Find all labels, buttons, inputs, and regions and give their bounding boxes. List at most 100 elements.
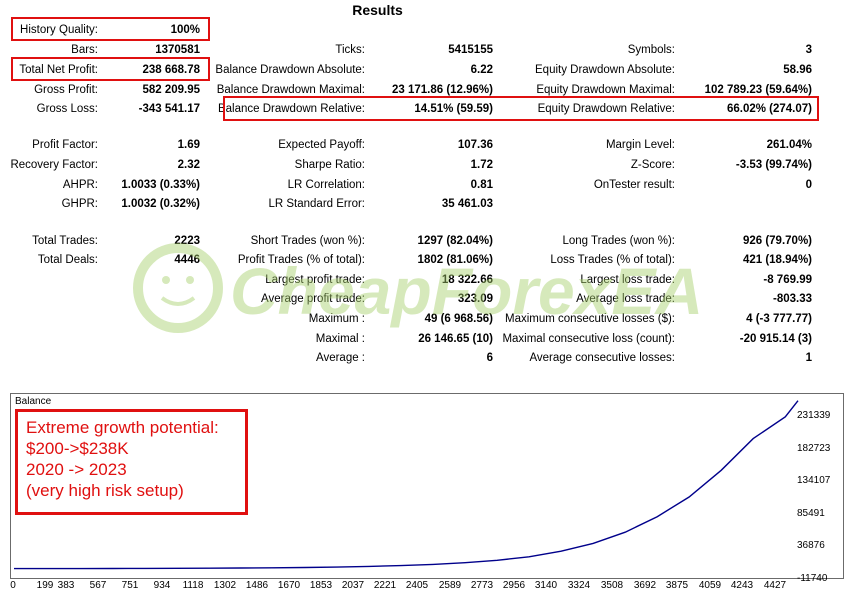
loss-trades-value: 421 (18.94%) bbox=[742, 254, 812, 266]
x-tick-label: 3875 bbox=[665, 580, 689, 591]
x-tick-label: 1853 bbox=[309, 580, 333, 591]
balance-drawdown-absolute-value: 6.22 bbox=[470, 64, 493, 76]
z-score-label: Z-Score: bbox=[630, 159, 675, 171]
balance-drawdown-maximal-value: 23 171.86 (12.96%) bbox=[391, 84, 493, 96]
equity-drawdown-absolute-value: 58.96 bbox=[783, 64, 812, 76]
growth-callout: Extreme growth potential: $200->$238K 20… bbox=[15, 409, 248, 515]
lr-standard-error-label: LR Standard Error: bbox=[268, 198, 365, 210]
profit-factor-value: 1.69 bbox=[177, 139, 200, 151]
sharpe-ratio-label: Sharpe Ratio: bbox=[294, 159, 365, 171]
total-trades-label: Total Trades: bbox=[32, 235, 98, 247]
average-loss-trade-value: -803.33 bbox=[772, 293, 812, 305]
y-tick-label: 182723 bbox=[797, 443, 831, 454]
profit-trades-label: Profit Trades (% of total): bbox=[237, 254, 365, 266]
history-quality-value: 100% bbox=[170, 24, 200, 36]
balance-drawdown-relative-value: 14.51% (59.59) bbox=[414, 103, 493, 115]
x-tick-label: 4059 bbox=[698, 580, 722, 591]
x-tick-label: 4427 bbox=[763, 580, 787, 591]
maximal-consecutive-loss-value: -20 915.14 (3) bbox=[739, 333, 812, 345]
largest-profit-trade-value: 18 322.66 bbox=[441, 274, 493, 286]
x-tick-label: 2221 bbox=[373, 580, 397, 591]
balance-drawdown-maximal-label: Balance Drawdown Maximal: bbox=[216, 84, 365, 96]
y-tick-label: 134107 bbox=[797, 475, 831, 486]
total-deals-value: 4446 bbox=[174, 254, 200, 266]
margin-level-value: 261.04% bbox=[766, 139, 812, 151]
x-tick-label: 383 bbox=[57, 580, 75, 591]
symbols-value: 3 bbox=[805, 44, 812, 56]
gross-loss-value: -343 541.17 bbox=[138, 103, 200, 115]
x-tick-label: 1670 bbox=[277, 580, 301, 591]
short-trades-value: 1297 (82.04%) bbox=[417, 235, 493, 247]
x-tick-label: 1302 bbox=[213, 580, 237, 591]
z-score-value: -3.53 (99.74%) bbox=[735, 159, 812, 171]
x-tick-label: 934 bbox=[153, 580, 171, 591]
ontester-result-label: OnTester result: bbox=[593, 179, 675, 191]
highlight-drawdown-relative bbox=[223, 96, 819, 121]
y-tick-label: 36876 bbox=[797, 540, 825, 551]
history-quality-label: History Quality: bbox=[20, 24, 98, 36]
lr-correlation-value: 0.81 bbox=[470, 179, 493, 191]
x-tick-label: 3140 bbox=[534, 580, 558, 591]
callout-line: Extreme growth potential: bbox=[26, 418, 219, 437]
callout-line: $200->$238K bbox=[26, 439, 129, 458]
x-tick-label: 3324 bbox=[567, 580, 591, 591]
ghpr-value: 1.0032 (0.32%) bbox=[121, 198, 200, 210]
equity-drawdown-relative-value: 66.02% (274.07) bbox=[726, 103, 812, 115]
total-net-profit-label: Total Net Profit: bbox=[19, 64, 98, 76]
average-consecutive-losses-value: 1 bbox=[805, 352, 812, 364]
x-tick-label: 3508 bbox=[600, 580, 624, 591]
ticks-value: 5415155 bbox=[448, 44, 493, 56]
x-tick-label: 0 bbox=[10, 580, 16, 591]
x-tick-label: 4243 bbox=[730, 580, 754, 591]
lr-standard-error-value: 35 461.03 bbox=[441, 198, 493, 210]
highlight-history-quality bbox=[11, 17, 210, 41]
x-tick-label: 2037 bbox=[341, 580, 365, 591]
gross-profit-label: Gross Profit: bbox=[34, 84, 98, 96]
expected-payoff-value: 107.36 bbox=[457, 139, 493, 151]
max-consecutive-losses-label: Maximum consecutive losses ($): bbox=[505, 313, 675, 325]
results-title: Results bbox=[352, 2, 403, 18]
x-tick-label: 199 bbox=[36, 580, 54, 591]
margin-level-label: Margin Level: bbox=[605, 139, 675, 151]
equity-drawdown-relative-label: Equity Drawdown Relative: bbox=[537, 103, 675, 115]
expected-payoff-label: Expected Payoff: bbox=[278, 139, 365, 151]
balance-line bbox=[14, 400, 799, 570]
largest-loss-trade-label: Largest loss trade: bbox=[580, 274, 675, 286]
y-tick-label: -11740 bbox=[797, 573, 828, 584]
average-profit-trade-label: Average profit trade: bbox=[261, 293, 365, 305]
profit-factor-label: Profit Factor: bbox=[32, 139, 98, 151]
total-net-profit-value: 238 668.78 bbox=[142, 64, 200, 76]
y-tick-label: 85491 bbox=[797, 508, 825, 519]
x-tick-label: 2589 bbox=[438, 580, 462, 591]
balance-drawdown-relative-label: Balance Drawdown Relative: bbox=[217, 103, 365, 115]
largest-loss-trade-value: -8 769.99 bbox=[763, 274, 812, 286]
sharpe-ratio-value: 1.72 bbox=[470, 159, 493, 171]
bars-label: Bars: bbox=[71, 44, 98, 56]
average-consecutive-wins-label: Average : bbox=[315, 352, 365, 364]
x-tick-label: 1118 bbox=[182, 580, 204, 591]
callout-line: 2020 -> 2023 bbox=[26, 460, 127, 479]
equity-drawdown-maximal-value: 102 789.23 (59.64%) bbox=[704, 84, 812, 96]
x-tick-label: 3692 bbox=[633, 580, 657, 591]
balance-chart-plot bbox=[14, 400, 799, 570]
highlight-total-net-profit bbox=[11, 57, 210, 81]
recovery-factor-value: 2.32 bbox=[177, 159, 200, 171]
gross-profit-value: 582 209.95 bbox=[142, 84, 200, 96]
long-trades-label: Long Trades (won %): bbox=[562, 235, 675, 247]
ontester-result-value: 0 bbox=[805, 179, 812, 191]
average-consecutive-losses-label: Average consecutive losses: bbox=[529, 352, 675, 364]
equity-drawdown-maximal-label: Equity Drawdown Maximal: bbox=[536, 84, 675, 96]
average-loss-trade-label: Average loss trade: bbox=[576, 293, 675, 305]
loss-trades-label: Loss Trades (% of total): bbox=[550, 254, 675, 266]
x-tick-label: 2956 bbox=[502, 580, 526, 591]
lr-correlation-label: LR Correlation: bbox=[287, 179, 365, 191]
bars-value: 1370581 bbox=[155, 44, 200, 56]
max-consecutive-losses-value: 4 (-3 777.77) bbox=[746, 313, 812, 325]
ticks-label: Ticks: bbox=[335, 44, 365, 56]
maximum-consecutive-wins-label: Maximum : bbox=[308, 313, 365, 325]
ahpr-label: AHPR: bbox=[62, 179, 98, 191]
symbols-label: Symbols: bbox=[627, 44, 675, 56]
x-tick-label: 2773 bbox=[470, 580, 494, 591]
short-trades-label: Short Trades (won %): bbox=[250, 235, 365, 247]
profit-trades-value: 1802 (81.06%) bbox=[417, 254, 493, 266]
